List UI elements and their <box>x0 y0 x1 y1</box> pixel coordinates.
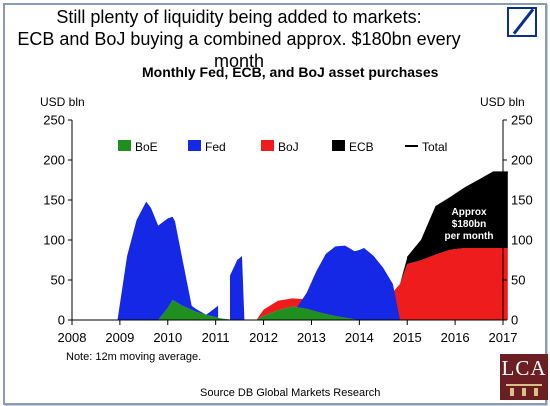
annotation-line-1: Approx <box>452 207 487 218</box>
y-tick-label-right: 250 <box>511 113 533 128</box>
lca-badge-text: LCA <box>501 356 547 380</box>
headline-line-1: Still plenty of liquidity being added to… <box>56 7 422 27</box>
y-axis-label-left: USD bln <box>40 95 85 109</box>
area-series-fed <box>230 256 245 320</box>
y-tick-label-right: 50 <box>511 273 525 288</box>
legend-label-boe: BoE <box>135 140 158 154</box>
x-tick-label: 2016 <box>441 330 470 345</box>
annotation-line-2: $180bn <box>452 219 486 230</box>
legend-swatch-boe <box>118 140 131 151</box>
lca-badge: LCA <box>500 354 548 400</box>
lca-badge-column <box>534 388 538 396</box>
chart-note: Note: 12m moving average. <box>66 351 202 363</box>
annotation-line-3: per month <box>445 231 494 242</box>
y-tick-label-right: 0 <box>511 313 518 328</box>
x-tick-label: 2009 <box>105 330 134 345</box>
y-tick-label-right: 150 <box>511 193 533 208</box>
legend-label-boj: BoJ <box>278 140 299 154</box>
x-tick-label: 2008 <box>58 330 87 345</box>
headline: Still plenty of liquidity being added to… <box>0 6 478 72</box>
chart-title: Monthly Fed, ECB, and BoJ asset purchase… <box>142 64 439 80</box>
x-tick-label: 2011 <box>202 330 230 345</box>
lca-badge-bar <box>506 384 542 386</box>
legend-swatch-ecb <box>332 140 345 151</box>
y-tick-label-left: 0 <box>58 313 65 328</box>
chart-source: Source DB Global Markets Research <box>200 387 381 399</box>
y-tick-label-left: 100 <box>43 233 65 248</box>
y-axis-label-right: USD bln <box>480 95 525 109</box>
area-series-ecb <box>400 172 508 284</box>
y-tick-label-right: 100 <box>511 233 533 248</box>
y-tick-label-left: 150 <box>43 193 65 208</box>
x-tick-label: 2012 <box>249 330 278 345</box>
area-series-boe <box>158 300 360 320</box>
legend-swatch-boj <box>261 140 274 151</box>
legend-label-ecb: ECB <box>349 140 374 154</box>
x-tick-label: 2015 <box>393 330 422 345</box>
lca-badge-column <box>522 388 526 396</box>
y-tick-label-right: 200 <box>511 153 533 168</box>
deutsche-bank-logo-icon <box>507 7 537 37</box>
legend-label-total: Total <box>422 140 447 154</box>
y-tick-label-left: 250 <box>43 113 65 128</box>
y-tick-label-left: 50 <box>51 273 65 288</box>
line-series-total <box>406 171 508 258</box>
x-tick-label: 2010 <box>153 330 182 345</box>
legend-swatch-fed <box>188 140 201 151</box>
area-series-fed <box>297 245 400 320</box>
lca-badge-column <box>510 388 514 396</box>
x-tick-label: 2013 <box>297 330 326 345</box>
headline-line-2: ECB and BoJ buying a combined approx. $1… <box>17 29 461 71</box>
x-tick-label: 2014 <box>345 330 374 345</box>
y-tick-label-left: 200 <box>43 153 65 168</box>
area-series-fed <box>117 201 219 320</box>
x-tick-label: 2017 <box>489 330 518 345</box>
legend-label-fed: Fed <box>205 140 226 154</box>
